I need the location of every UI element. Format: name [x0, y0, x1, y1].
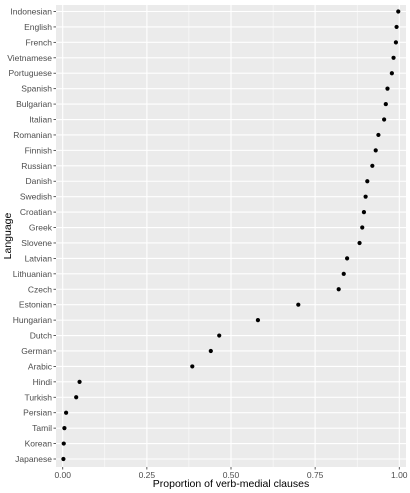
y-tick-label: Czech: [28, 284, 52, 294]
y-tick-label: German: [21, 346, 52, 356]
data-point-italian: [382, 117, 387, 122]
data-point-latvian: [345, 256, 350, 261]
data-point-hindi: [77, 379, 82, 384]
y-tick-label: English: [24, 22, 52, 32]
x-tick-label: 0.50: [223, 470, 240, 480]
data-point-danish: [365, 179, 370, 184]
data-point-german: [208, 348, 213, 354]
y-tick-label: Bulgarian: [16, 99, 52, 109]
data-point-spanish: [385, 86, 390, 91]
y-tick-label: Arabic: [28, 361, 53, 371]
x-tick-label: 0.75: [307, 470, 324, 480]
data-point-russian: [370, 163, 375, 168]
y-tick-label: Turkish: [24, 392, 52, 402]
data-point-bulgarian: [383, 101, 388, 107]
x-ticks: 0.00 0.25 0.50 0.75 1.00: [54, 467, 408, 480]
y-tick-label: Romanian: [13, 130, 52, 140]
y-tick-label: Greek: [29, 223, 53, 233]
data-point-slovene: [357, 240, 362, 246]
y-tick-label: Persian: [23, 408, 52, 418]
data-point-romanian: [376, 132, 381, 138]
y-tick-label: Hindi: [33, 377, 52, 387]
data-point-arabic: [190, 364, 195, 369]
data-point-korean: [61, 441, 66, 446]
data-point-hungarian: [255, 318, 261, 323]
data-point-czech: [336, 287, 341, 292]
data-point-estonian: [296, 302, 301, 307]
data-point-turkish: [74, 395, 79, 400]
y-tick-label: Japanese: [15, 454, 52, 464]
y-tick-label: Latvian: [25, 253, 53, 263]
y-tick-label: Portuguese: [9, 68, 53, 78]
data-point-swedish: [363, 194, 368, 199]
data-point-indonesian: [396, 9, 401, 14]
data-points: [61, 9, 401, 462]
y-tick-label: Slovene: [21, 238, 52, 248]
y-tick-label: Finnish: [25, 145, 53, 155]
data-point-persian: [63, 410, 69, 415]
data-point-lithuanian: [341, 271, 346, 276]
y-tick-label: Croatian: [20, 207, 52, 217]
y-tick-label: Indonesian: [10, 7, 52, 17]
data-point-greek: [360, 225, 365, 230]
data-point-dutch: [217, 333, 222, 338]
y-tick-label: Korean: [25, 439, 53, 449]
data-point-finnish: [373, 148, 378, 153]
x-tick-label: 0.00: [54, 470, 71, 480]
data-point-vietnamese: [391, 55, 396, 60]
grid-lines: [56, 5, 406, 467]
y-tick-label: Italian: [29, 115, 52, 125]
data-point-french: [393, 40, 399, 45]
y-tick-label: Tamil: [32, 423, 52, 433]
data-point-english: [394, 24, 399, 30]
data-point-tamil: [62, 426, 67, 431]
data-point-portuguese: [389, 71, 394, 76]
y-tick-label: French: [26, 37, 53, 47]
data-point-japanese: [61, 456, 66, 462]
y-tick-label: Russian: [21, 161, 52, 171]
y-tick-label: Swedish: [20, 192, 52, 202]
y-tick-label: Vietnamese: [7, 53, 52, 63]
x-tick-label: 1.00: [391, 470, 408, 480]
x-axis-title: Proportion of verb-medial clauses: [153, 478, 309, 490]
y-tick-label: Spanish: [21, 84, 52, 94]
data-point-croatian: [361, 210, 367, 215]
y-tick-labels: Indonesian English French Vietnamese Portugu…: [7, 7, 56, 464]
y-tick-label: Hungarian: [13, 315, 52, 325]
y-tick-label: Estonian: [19, 300, 52, 310]
y-tick-label: Lithuanian: [13, 269, 53, 279]
y-axis-title: Language: [2, 212, 14, 259]
y-tick-label: Danish: [26, 176, 53, 186]
x-tick-label: 0.25: [139, 470, 156, 480]
y-tick-label: Dutch: [30, 331, 52, 341]
